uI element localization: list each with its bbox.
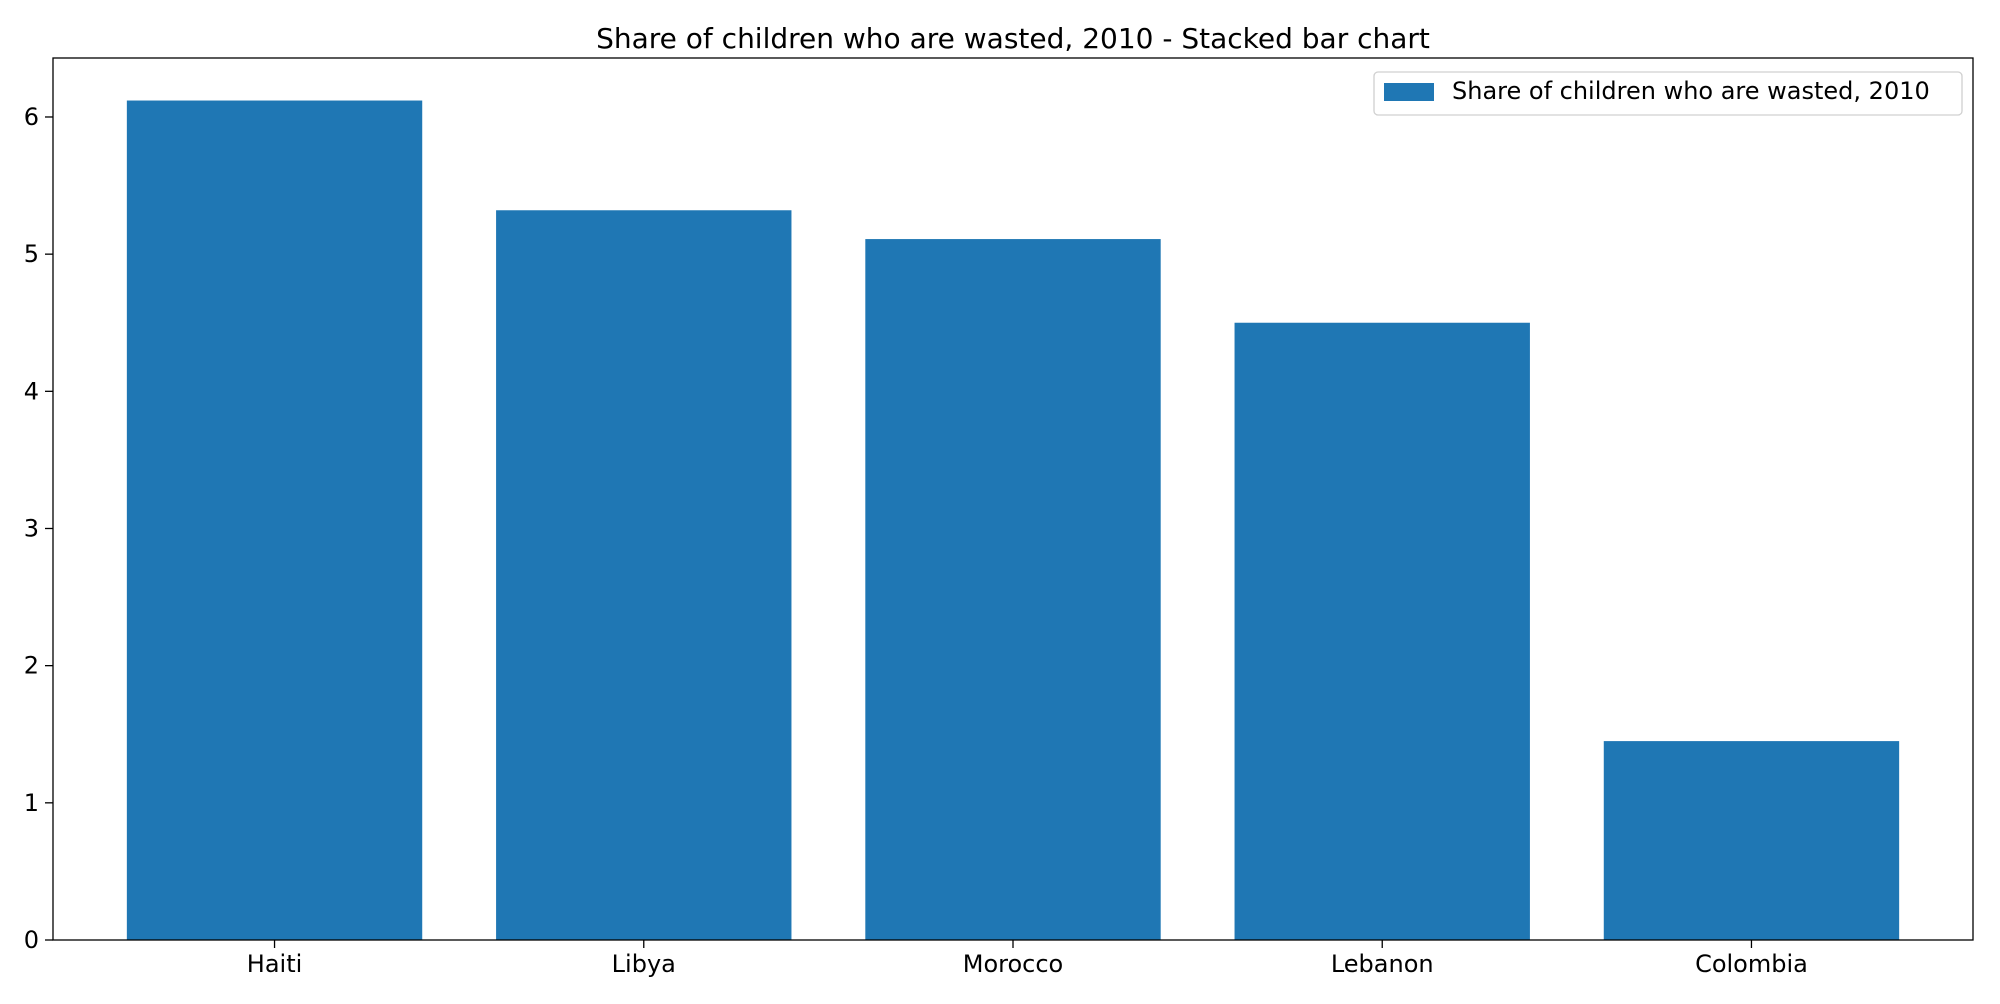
legend-label: Share of children who are wasted, 2010 [1452,77,1930,105]
x-tick-label: Lebanon [1331,950,1434,978]
y-axis: 0 1 2 3 4 5 6 [24,103,53,954]
plot-frame [52,57,1974,941]
chart-title: Share of children who are wasted, 2010 -… [596,22,1430,55]
y-tick-label: 6 [24,103,39,131]
bar-haiti [126,100,423,940]
legend-swatch [1384,83,1434,101]
y-tick-label: 1 [24,789,39,817]
bar-libya [496,210,792,940]
y-tick-label: 4 [24,377,39,405]
legend-box [1373,71,1963,116]
x-tick-label: Haiti [247,950,303,978]
y-tick-label: 0 [24,926,39,954]
x-axis: Haiti Libya Morocco Lebanon Colombia [247,940,1808,978]
legend: Share of children who are wasted, 2010 [1373,71,1963,116]
x-tick-label: Libya [612,950,676,978]
bar-colombia [1603,741,1900,940]
y-tick-label: 5 [24,240,39,268]
bar-morocco [865,239,1161,940]
bar-lebanon [1234,322,1530,940]
x-tick-label: Morocco [963,950,1064,978]
x-tick-label: Colombia [1695,950,1808,978]
bars-layer [126,100,1900,940]
y-tick-label: 2 [24,652,39,680]
y-tick-label: 3 [24,514,39,542]
